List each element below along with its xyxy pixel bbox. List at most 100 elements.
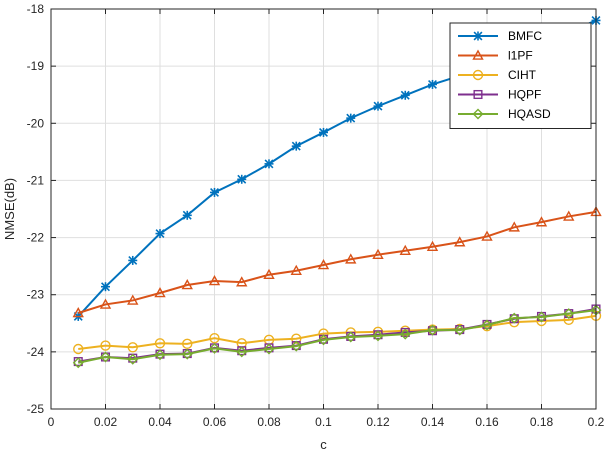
y-tick-label: -25 [27,402,45,416]
x-tick-label: 0.06 [203,415,227,429]
data-point-hqasd [263,343,275,355]
data-point-l1pf [454,236,466,247]
y-tick-label: -18 [27,2,45,16]
marker-stroke [291,141,301,151]
data-point-bmfc [291,141,301,151]
x-tick-label: 0.1 [315,415,332,429]
data-point-hqasd [508,312,520,324]
data-point-hqasd [372,330,384,342]
marker-stroke [182,210,192,220]
data-point-l1pf [290,264,302,276]
data-point-ciht [209,332,220,344]
legend-label: HQASD [508,107,551,121]
data-point-l1pf [399,244,411,256]
data-point-bmfc [155,229,165,239]
marker-stroke [155,229,165,239]
marker-stroke [428,79,437,89]
data-point-hqasd [100,351,111,363]
legend-marker [472,108,484,120]
y-tick-label: -24 [27,345,45,359]
legend-label: l1PF [508,49,533,63]
data-point-ciht [291,333,302,344]
legend-marker [472,49,484,60]
data-point-ciht [182,338,193,350]
y-tick-label: -19 [27,59,45,73]
data-point-l1pf [127,294,139,305]
data-point-bmfc [210,187,219,197]
legend-label: HQPF [508,88,541,102]
marker-stroke [373,101,383,111]
y-axis-label: NMSE(dB) [2,178,17,240]
marker-stroke [400,90,410,100]
data-point-hqasd [318,334,329,346]
data-point-hqasd [454,324,466,336]
data-point-hqasd [236,346,248,358]
data-point-l1pf [563,210,575,221]
data-point-hqasd [427,324,438,336]
data-point-l1pf [99,298,112,309]
data-point-l1pf [508,221,520,232]
x-tick-label: 0.16 [475,415,499,429]
marker-stroke [237,174,247,184]
y-tick-label: -22 [27,231,45,245]
data-point-ciht [318,328,329,339]
data-point-l1pf [72,307,84,318]
x-tick-label: 0.02 [94,415,118,429]
legend: BMFC l1PF CIHT HQPF HQASD [449,22,592,129]
data-point-l1pf [317,259,330,270]
data-point-hqasd [536,311,547,323]
data-point-ciht [73,343,84,355]
y-tick-label: -21 [27,173,45,187]
data-point-bmfc [128,255,138,265]
x-tick-label: 0.12 [366,415,390,429]
data-point-l1pf [181,279,193,290]
data-point-hqasd [127,353,139,365]
data-point-ciht [127,342,138,353]
legend-marker [472,69,484,81]
data-point-hqpf [400,327,410,337]
data-point-l1pf [154,287,166,298]
data-point-l1pf [372,248,384,260]
y-tick-label: -23 [27,288,45,302]
x-tick-label: 0.2 [588,415,605,429]
legend-label: CIHT [508,68,537,82]
data-point-l1pf [345,253,357,264]
data-point-bmfc [237,174,247,184]
data-point-bmfc [264,159,274,169]
legend-item-hqasd: HQASD [458,107,551,121]
data-point-hqasd [290,340,302,352]
data-point-hqasd [209,342,220,354]
data-point-hqasd [563,308,575,320]
data-point-ciht [563,314,574,326]
y-tick-label: -20 [27,116,45,130]
legend-label: BMFC [508,29,542,43]
legend-item-ciht: CIHT [458,68,537,82]
data-point-hqasd [399,328,411,340]
marker-stroke [346,113,356,123]
marker-stroke [319,127,328,137]
data-point-l1pf [236,276,248,287]
x-tick-label: 0 [48,415,55,429]
x-axis-label: c [320,437,327,452]
data-point-bmfc [346,113,356,123]
marker-stroke [264,159,274,169]
data-point-bmfc [101,282,110,292]
data-point-hqasd [181,348,193,360]
legend-item-l1pf: l1PF [458,49,533,63]
legend-item-hqpf: HQPF [458,88,541,102]
legend-marker [473,89,483,100]
marker-stroke [473,31,483,41]
marker-stroke [128,255,138,265]
marker-stroke [210,187,219,197]
data-point-ciht [154,338,166,349]
axis-ticks: 0 0.02 0.04 0.06 0.08 0.1 0.12 0.14 0.16 0.18 0.2 -… [27,2,605,429]
legend-item-bmfc: BMFC [458,29,542,43]
data-point-l1pf [535,216,548,227]
data-point-hqasd [345,331,357,343]
data-point-bmfc [428,79,437,89]
series-line-l1pf [77,210,597,314]
data-point-hqasd [72,357,84,369]
x-tick-label: 0.04 [148,415,172,429]
data-point-ciht [100,340,111,351]
data-point-hqasd [481,319,493,331]
